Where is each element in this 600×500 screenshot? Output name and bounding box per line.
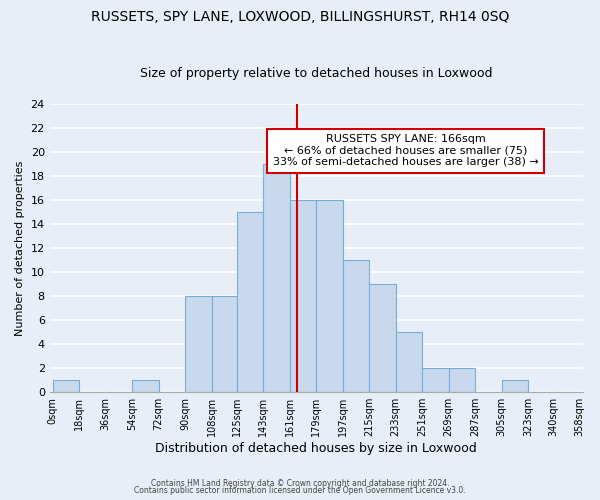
Bar — [422, 368, 449, 392]
Text: Contains public sector information licensed under the Open Government Licence v3: Contains public sector information licen… — [134, 486, 466, 495]
Bar — [53, 380, 79, 392]
Bar — [369, 284, 395, 392]
Bar — [132, 380, 158, 392]
Bar — [502, 380, 528, 392]
Bar — [263, 164, 290, 392]
Bar — [449, 368, 475, 392]
Bar — [236, 212, 263, 392]
Title: Size of property relative to detached houses in Loxwood: Size of property relative to detached ho… — [140, 66, 493, 80]
Bar — [316, 200, 343, 392]
Bar — [290, 200, 316, 392]
Bar — [343, 260, 369, 392]
Bar — [185, 296, 212, 392]
Text: Contains HM Land Registry data © Crown copyright and database right 2024.: Contains HM Land Registry data © Crown c… — [151, 478, 449, 488]
Text: RUSSETS SPY LANE: 166sqm
← 66% of detached houses are smaller (75)
33% of semi-d: RUSSETS SPY LANE: 166sqm ← 66% of detach… — [273, 134, 539, 168]
Bar — [395, 332, 422, 392]
X-axis label: Distribution of detached houses by size in Loxwood: Distribution of detached houses by size … — [155, 442, 477, 455]
Bar — [212, 296, 236, 392]
Y-axis label: Number of detached properties: Number of detached properties — [15, 160, 25, 336]
Text: RUSSETS, SPY LANE, LOXWOOD, BILLINGSHURST, RH14 0SQ: RUSSETS, SPY LANE, LOXWOOD, BILLINGSHURS… — [91, 10, 509, 24]
